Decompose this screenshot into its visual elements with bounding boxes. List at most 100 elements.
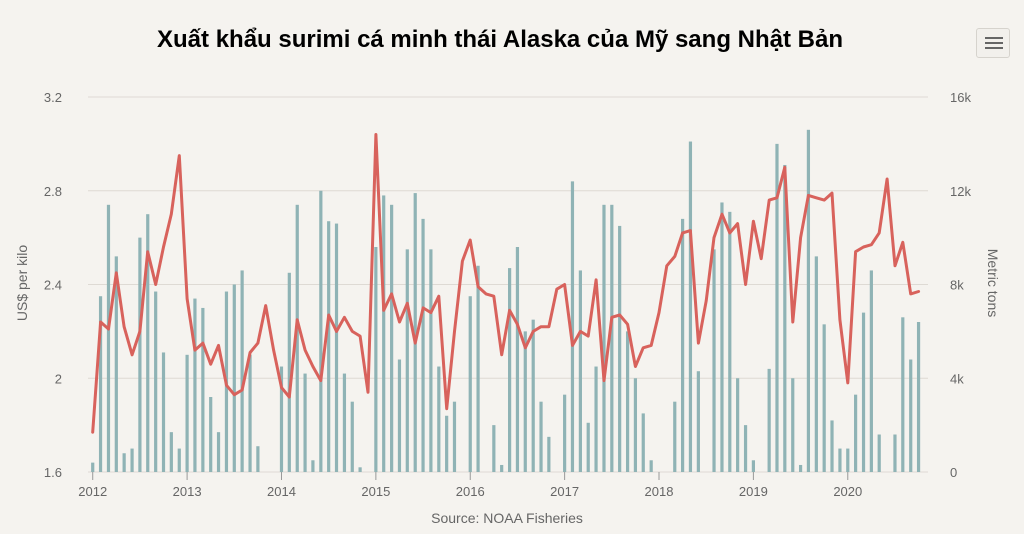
bar (327, 221, 331, 472)
bar (177, 448, 181, 472)
bar (185, 354, 189, 472)
bar (358, 467, 362, 472)
bar (138, 237, 142, 472)
left-tick-label: 2.4 (44, 278, 62, 293)
bar (405, 249, 409, 472)
bar (830, 420, 834, 472)
bar (130, 448, 134, 472)
bar (437, 366, 441, 472)
bar (161, 352, 166, 472)
bar (641, 413, 645, 472)
bar (909, 359, 913, 472)
bar (728, 211, 732, 472)
bar (201, 307, 205, 472)
x-tick-label: 2015 (361, 484, 390, 499)
bar (500, 464, 504, 472)
x-tick-label: 2017 (550, 484, 579, 499)
bar (421, 218, 425, 472)
right-axis-title: Metric tons (985, 249, 1001, 317)
bar (861, 312, 866, 472)
bar (374, 247, 378, 472)
bar (319, 190, 323, 472)
bar (279, 366, 284, 472)
bar (169, 432, 173, 472)
bar (602, 204, 606, 472)
bar (846, 448, 850, 472)
axis-ticks: 1.6 0 2 4k 2.4 8k 2.8 12k 3.2 16k 2012 2013 2014 2015… (44, 90, 972, 499)
chart-title: Xuất khẩu surimi cá minh thái Alaska của… (157, 26, 843, 53)
bar (854, 394, 858, 472)
x-tick-label: 2013 (173, 484, 202, 499)
right-tick-label: 12k (950, 184, 971, 199)
bar (515, 247, 520, 472)
bar (696, 371, 700, 472)
right-tick-label: 4k (950, 371, 964, 386)
bar (618, 225, 622, 472)
bar (216, 432, 221, 472)
bar (673, 401, 677, 472)
bar (798, 464, 803, 472)
bar (193, 298, 197, 472)
bar (303, 373, 307, 472)
bar (531, 319, 535, 472)
right-tick-label: 0 (950, 465, 957, 480)
x-tick-label: 2019 (739, 484, 768, 499)
bar (452, 401, 457, 472)
bar (248, 354, 252, 472)
bar (390, 204, 394, 472)
bar (397, 359, 402, 472)
right-tick-label: 8k (950, 278, 964, 293)
bar (106, 204, 111, 472)
bar (413, 193, 417, 472)
bar (594, 366, 598, 472)
bar (791, 378, 795, 472)
bar (720, 202, 724, 472)
bar (342, 373, 347, 472)
bar (382, 195, 386, 472)
bar (508, 268, 512, 472)
bar (287, 272, 291, 472)
bar (547, 436, 551, 472)
left-axis-title: US$ per kilo (14, 245, 30, 321)
x-tick-label: 2012 (78, 484, 107, 499)
bar (122, 453, 126, 472)
x-tick-label: 2018 (645, 484, 674, 499)
bar (311, 460, 315, 472)
bar (98, 296, 103, 472)
right-tick-label: 16k (950, 90, 971, 105)
bar (429, 249, 433, 472)
bar (838, 448, 842, 472)
bar (712, 249, 716, 472)
bar (610, 204, 614, 472)
line-series (91, 133, 921, 434)
left-tick-label: 1.6 (44, 465, 62, 480)
bar (783, 164, 787, 472)
bar (649, 460, 653, 472)
bar (775, 143, 779, 472)
bar (633, 378, 638, 472)
left-tick-label: 2 (55, 371, 62, 386)
bar (240, 270, 244, 472)
bar (814, 256, 818, 472)
bar (743, 425, 748, 472)
bar (91, 462, 95, 472)
gridlines (88, 96, 928, 473)
bar (209, 397, 213, 472)
bar (114, 256, 118, 472)
bar (146, 214, 150, 472)
chart-menu-button[interactable] (976, 28, 1010, 58)
left-tick-label: 2.8 (44, 184, 62, 199)
bar (751, 460, 755, 472)
bar (232, 284, 236, 472)
bar (806, 129, 811, 472)
bar (767, 368, 771, 472)
bar (877, 434, 881, 472)
bar (468, 296, 472, 472)
bar (492, 425, 496, 472)
bar (445, 415, 449, 472)
bar (350, 401, 354, 472)
bar (901, 317, 905, 472)
bar (822, 324, 826, 472)
bar-series (91, 129, 921, 472)
